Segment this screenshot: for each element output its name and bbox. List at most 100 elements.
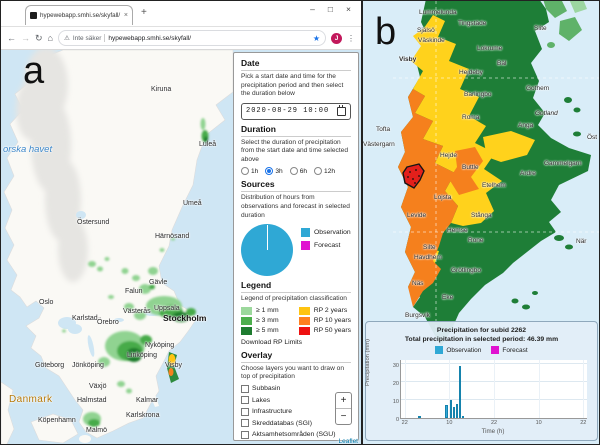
radio-icon (265, 167, 274, 176)
legend-item: RP 10 years (298, 316, 351, 325)
map-place-label: Själsö (417, 27, 435, 34)
y-tick-label: 10 (392, 399, 399, 405)
legend-label: RP 2 years (313, 307, 348, 315)
popup-y-axis-label: Precipitation (mm) (365, 338, 371, 386)
x-tick-label: 22 (401, 420, 408, 426)
radio-icon (241, 167, 249, 176)
map-city-label: Linköping (127, 352, 157, 359)
map-city-label: Östersund (77, 219, 110, 226)
home-icon[interactable]: ⌂ (47, 33, 53, 43)
sources-legend-item: Forecast (301, 241, 351, 251)
overlay-option[interactable]: Lakes (241, 396, 351, 405)
map-place-label: Roma (462, 114, 480, 121)
overlay-option-label: Subbasin (252, 385, 281, 393)
observation-bar (418, 416, 421, 418)
legend-item: ≥ 1 mm (241, 306, 293, 315)
map-place-label: Gothem (526, 85, 550, 92)
map-city-label: Halmstad (77, 397, 107, 404)
leaflet-attribution-link[interactable]: Leaflet (338, 438, 358, 445)
zoom-in-button[interactable]: + (336, 393, 351, 409)
bookmark-star-icon[interactable]: ★ (312, 33, 320, 43)
map-place-label: Gotland (535, 110, 558, 117)
map-place-label: Öst (587, 134, 598, 141)
overlay-option-label: Lakes (252, 396, 271, 404)
url-text: hypewebapp.smhi.se/skyfall/ (108, 34, 192, 42)
calendar-icon[interactable] (337, 104, 346, 116)
legend-label: Forecast (314, 242, 341, 250)
y-tick-label: 30 (392, 363, 399, 369)
map-place-label: Rone (468, 237, 484, 244)
duration-description: Select the duration of precipitation fro… (241, 138, 349, 163)
panel-b-gotland-map[interactable]: b Lummelunda Tingstäde Slite Själsö Väskinde… (361, 1, 599, 444)
download-rp-limits-link[interactable]: Download RP Limits (241, 338, 303, 346)
map-city-label: Stockholm (163, 313, 207, 323)
map-place-label: Buttle (462, 164, 479, 171)
popup-x-axis-label: Time (h) (481, 428, 505, 435)
popup-legend-label: Forecast (502, 346, 528, 354)
map-place-label: Tingstäde (458, 20, 487, 27)
map-place-label: Näs (412, 280, 424, 287)
window-maximize-icon[interactable]: □ (327, 4, 334, 14)
x-tick-label: 10 (535, 420, 542, 426)
map-place-label: Levide (407, 212, 427, 219)
overlay-option[interactable]: Infrastructure (241, 407, 351, 416)
overlay-option[interactable]: Subbasin (241, 384, 351, 393)
duration-option-6h[interactable]: 6h (289, 167, 307, 176)
address-bar[interactable]: ⚠ Inte säker hypewebapp.smhi.se/skyfall/… (57, 30, 326, 46)
map-place-label: Etelhem (482, 182, 506, 189)
overlay-option-label: Aktsamhetsområden (SGU) (252, 431, 336, 439)
date-input[interactable]: 2020-08-29 10:00 (241, 102, 351, 120)
color-swatch (298, 306, 310, 315)
map-place-label: Havdhem (414, 254, 442, 261)
map-place-label: Anga (518, 122, 534, 129)
legend-label: ≥ 1 mm (256, 307, 279, 315)
reload-icon[interactable]: ↻ (35, 32, 43, 43)
back-icon[interactable]: ← (7, 33, 16, 43)
map-place-label: Eke (442, 294, 454, 301)
browser-toolbar: ← → ↻ ⌂ ⚠ Inte säker hypewebapp.smhi.se/… (1, 27, 361, 50)
map-city-label: Köpenhamn (38, 417, 76, 424)
popup-legend-label: Observation (446, 346, 482, 354)
x-tick-label: 10 (446, 420, 453, 426)
browser-menu-icon[interactable]: ⋮ (347, 33, 355, 43)
map-place-label: Burgsvik (405, 312, 430, 319)
radio-icon (314, 167, 323, 176)
map-city-label: Växjö (89, 383, 107, 390)
legend-item: RP 50 years (298, 326, 351, 335)
sweden-map[interactable]: a Kiruna Luleå Umeå Östersund Härnösand Gävle… (1, 50, 361, 445)
zoom-out-button[interactable]: − (340, 411, 347, 422)
new-tab-button[interactable]: + (141, 7, 147, 18)
gridline (538, 360, 540, 418)
popup-legend-item: Observation (435, 346, 481, 354)
map-city-label: Luleå (199, 141, 217, 148)
sources-pie-chart (241, 224, 293, 277)
overlay-option-label: Infrastructure (252, 408, 293, 416)
selected-subbasin-polygon[interactable] (402, 163, 425, 189)
observation-bar (452, 407, 456, 418)
map-city-label: Uppsala (154, 305, 180, 312)
legend-return-periods: RP 2 years RP 10 years RP 50 years (298, 306, 351, 335)
duration-option-12h[interactable]: 12h (314, 167, 335, 176)
country-label-danmark: Danmark (9, 394, 53, 405)
map-city-label: Härnösand (155, 233, 190, 240)
checkbox-icon (241, 430, 249, 439)
duration-option-3h[interactable]: 3h (265, 167, 283, 176)
checkbox-icon (241, 396, 249, 405)
tab-close-icon[interactable]: × (123, 12, 128, 19)
y-tick-label: 20 (392, 381, 399, 387)
overlay-option[interactable]: Aktsamhetsområden (SGU) (241, 430, 351, 439)
precipitation-popup: Precipitation for subid 2262 Total preci… (365, 321, 598, 441)
browser-tab[interactable]: hypewebapp.smhi.se/skyfall/ × (25, 5, 133, 25)
window-close-icon[interactable]: × (346, 4, 351, 14)
x-tick-label: 22 (580, 420, 587, 426)
duration-option-1h[interactable]: 1h (241, 167, 258, 176)
map-zoom-control: + − (335, 392, 352, 425)
forward-icon[interactable]: → (21, 33, 30, 43)
checkbox-icon (241, 407, 249, 416)
color-swatch (298, 316, 310, 325)
window-minimize-icon[interactable]: – (310, 4, 315, 14)
map-place-label: Lokrume (477, 45, 503, 52)
overlay-option[interactable]: Skreddatabas (SGI) (241, 419, 351, 428)
map-city-label: Oslo (39, 299, 54, 306)
profile-avatar[interactable]: J (331, 32, 342, 44)
